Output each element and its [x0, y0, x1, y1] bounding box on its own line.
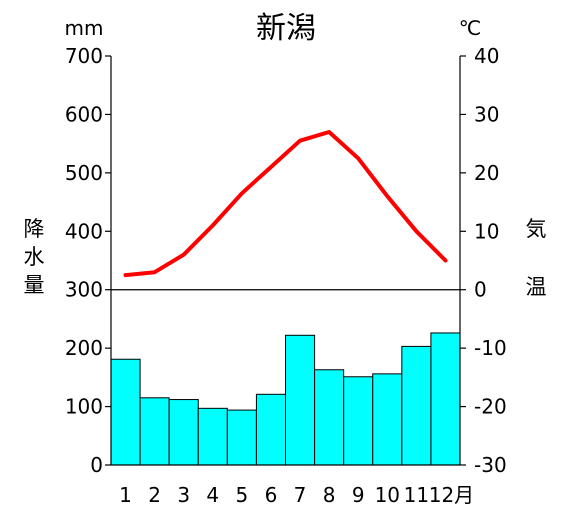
precipitation-bar-8 — [314, 369, 345, 466]
right-tick-label--30: -30 — [474, 453, 507, 477]
precipitation-bar-7 — [285, 334, 316, 466]
left-axis-label-char-1: 降 — [24, 217, 45, 241]
month-label-1: 1 — [119, 483, 132, 507]
left-tick-label-700: 700 — [65, 44, 103, 68]
right-tick-label-30: 30 — [474, 102, 499, 126]
month-label-4: 4 — [206, 483, 219, 507]
month-label-8: 8 — [323, 483, 336, 507]
left-tick-label-0: 0 — [90, 453, 103, 477]
left-tick-label-600: 600 — [65, 102, 103, 126]
right-tick-label-40: 40 — [474, 44, 499, 68]
precipitation-bar-6 — [255, 393, 286, 466]
left-tick-label-200: 200 — [65, 336, 103, 360]
left-tick-label-500: 500 — [65, 161, 103, 185]
right-tick-label--10: -10 — [474, 336, 507, 360]
left-tick-label-100: 100 — [65, 395, 103, 419]
chart-title: 新潟 — [256, 11, 316, 46]
precipitation-bar-4 — [197, 407, 228, 466]
left-tick-label-400: 400 — [65, 219, 103, 243]
precipitation-bar-9 — [343, 376, 374, 466]
month-label-7: 7 — [294, 483, 307, 507]
right-tick-label-10: 10 — [474, 219, 499, 243]
right-axis-label-char-2: 温 — [526, 275, 547, 299]
precipitation-bar-3 — [168, 399, 199, 466]
month-label-5: 5 — [236, 483, 249, 507]
month-label-12: 12月 — [429, 483, 474, 507]
left-axis-label-char-3: 量 — [24, 273, 45, 297]
temperature-line — [123, 130, 448, 278]
precipitation-bar-1 — [110, 358, 141, 466]
month-label-2: 2 — [148, 483, 161, 507]
right-tick-label--20: -20 — [474, 395, 507, 419]
month-label-9: 9 — [352, 483, 365, 507]
right-axis-label-char-1: 気 — [526, 217, 547, 241]
left-tick-label-300: 300 — [65, 278, 103, 302]
chart-axes — [105, 55, 466, 466]
right-tick-label-20: 20 — [474, 161, 499, 185]
month-label-11: 11 — [404, 483, 429, 507]
month-label-6: 6 — [265, 483, 278, 507]
tick-labels: 0 100 200 300 400 500 600 700 -30 -20 -10 0 10 20 30 40… — [65, 44, 507, 507]
month-label-10: 10 — [375, 483, 400, 507]
left-unit-label: mm — [65, 16, 104, 40]
left-axis-label-char-2: 水 — [24, 245, 45, 269]
precipitation-bar-2 — [139, 397, 170, 466]
right-tick-label-0: 0 — [474, 278, 487, 302]
precipitation-bar-12 — [430, 332, 461, 466]
precipitation-bars — [110, 332, 461, 466]
temperature-line-layer — [123, 130, 448, 278]
precipitation-bar-10 — [372, 373, 403, 466]
month-label-3: 3 — [177, 483, 190, 507]
precipitation-bar-5 — [226, 409, 257, 466]
right-unit-label: ℃ — [459, 16, 481, 40]
precipitation-bar-11 — [401, 345, 432, 466]
